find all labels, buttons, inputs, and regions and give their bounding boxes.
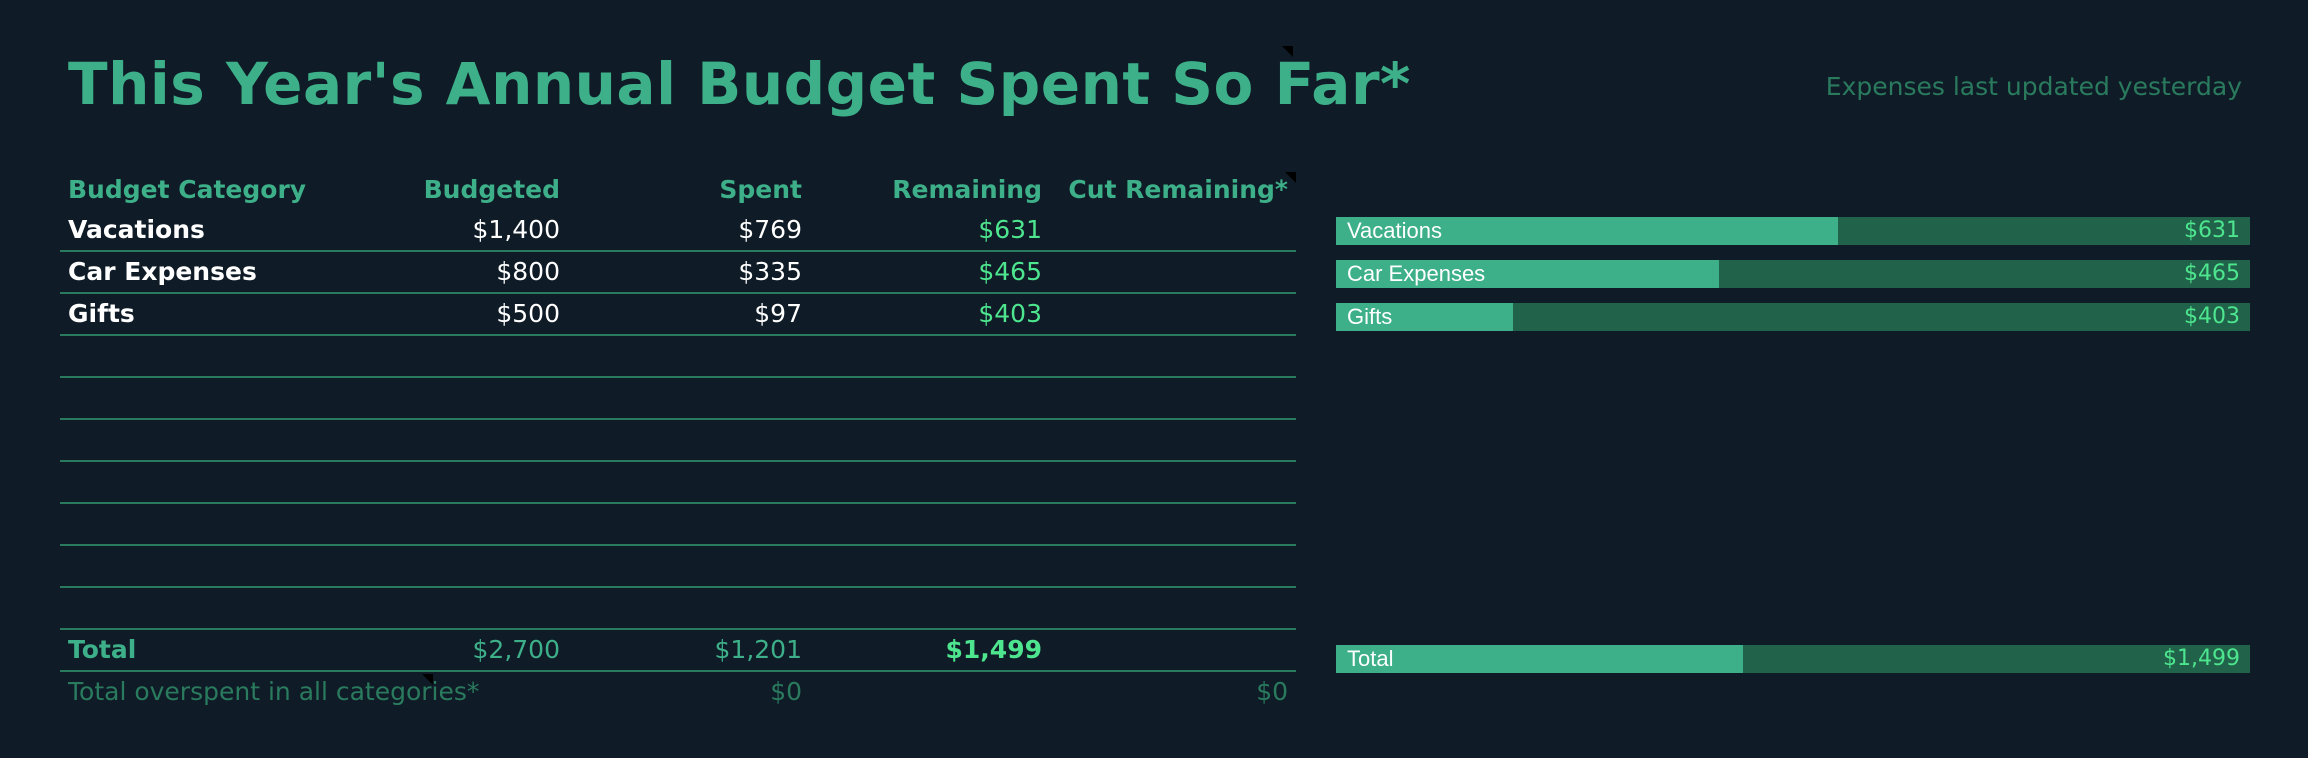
bar-label: Vacations bbox=[1347, 218, 1442, 243]
bar-value: $631 bbox=[2184, 218, 2240, 243]
header-spent[interactable]: Spent bbox=[719, 175, 802, 204]
bar-value: $1,499 bbox=[2163, 646, 2240, 671]
row-spent[interactable]: $769 bbox=[738, 215, 802, 244]
bar-label: Total bbox=[1347, 646, 1394, 671]
bar-label: Car Expenses bbox=[1347, 261, 1486, 286]
total-remaining: $1,499 bbox=[945, 635, 1042, 664]
bar-car-expenses: Car Expenses $465 bbox=[1336, 260, 2250, 288]
row-remaining[interactable]: $465 bbox=[978, 257, 1042, 286]
header-budget-category[interactable]: Budget Category bbox=[68, 175, 307, 204]
row-cut-remaining[interactable] bbox=[1042, 252, 1288, 292]
row-budgeted[interactable]: $500 bbox=[496, 299, 560, 328]
bar-fill bbox=[1336, 260, 1719, 288]
bar-gifts: Gifts $403 bbox=[1336, 303, 2250, 331]
row-budgeted[interactable]: $800 bbox=[496, 257, 560, 286]
last-updated-text: Expenses last updated yesterday bbox=[1825, 72, 2242, 101]
overspent-label: Total overspent in all categories* bbox=[68, 677, 480, 706]
bar-value: $465 bbox=[2184, 261, 2240, 286]
row-remaining[interactable]: $631 bbox=[978, 215, 1042, 244]
row-category[interactable]: Vacations bbox=[68, 215, 205, 244]
row-remaining[interactable]: $403 bbox=[978, 299, 1042, 328]
total-spent: $1,201 bbox=[714, 635, 802, 664]
table-row[interactable]: Car Expenses $800 $335 $465 bbox=[60, 252, 1296, 294]
bar-vacations: Vacations $631 bbox=[1336, 217, 2250, 245]
header-remaining[interactable]: Remaining bbox=[892, 175, 1042, 204]
note-marker bbox=[422, 674, 433, 685]
empty-row[interactable] bbox=[60, 420, 1296, 462]
table-header: Budget Category Budgeted Spent Remaining… bbox=[60, 170, 1296, 210]
bar-total: Total $1,499 bbox=[1336, 645, 2250, 673]
bar-value: $403 bbox=[2184, 304, 2240, 329]
empty-row[interactable] bbox=[60, 462, 1296, 504]
table-row[interactable]: Gifts $500 $97 $403 bbox=[60, 294, 1296, 336]
empty-row[interactable] bbox=[60, 546, 1296, 588]
page-title: This Year's Annual Budget Spent So Far* bbox=[68, 50, 1411, 118]
empty-row[interactable] bbox=[60, 378, 1296, 420]
table-row[interactable]: Vacations $1,400 $769 $631 bbox=[60, 210, 1296, 252]
bar-fill bbox=[1336, 303, 1514, 331]
total-row: Total $2,700 $1,201 $1,499 bbox=[60, 630, 1296, 672]
empty-row[interactable] bbox=[60, 588, 1296, 630]
header-cut-remaining[interactable]: Cut Remaining* bbox=[1068, 175, 1288, 204]
row-category[interactable]: Gifts bbox=[68, 299, 135, 328]
total-budgeted: $2,700 bbox=[472, 635, 560, 664]
note-marker bbox=[1285, 172, 1296, 183]
bar-label: Gifts bbox=[1347, 304, 1393, 329]
overspent-row: Total overspent in all categories* $0 $0 bbox=[60, 672, 1296, 714]
bar-fill bbox=[1336, 217, 1838, 245]
row-budgeted[interactable]: $1,400 bbox=[472, 215, 560, 244]
row-cut-remaining[interactable] bbox=[1042, 294, 1288, 334]
note-marker bbox=[1282, 46, 1293, 57]
overspent-spent: $0 bbox=[770, 677, 802, 706]
overspent-cut: $0 bbox=[1256, 677, 1288, 706]
bar-fill bbox=[1336, 645, 1743, 673]
row-cut-remaining[interactable] bbox=[1042, 210, 1288, 250]
empty-row[interactable] bbox=[60, 336, 1296, 378]
header-budgeted[interactable]: Budgeted bbox=[423, 175, 560, 204]
row-spent[interactable]: $97 bbox=[754, 299, 802, 328]
row-category[interactable]: Car Expenses bbox=[68, 257, 257, 286]
empty-row[interactable] bbox=[60, 504, 1296, 546]
budget-table: Budget Category Budgeted Spent Remaining… bbox=[60, 170, 1296, 714]
total-label: Total bbox=[68, 635, 137, 664]
row-spent[interactable]: $335 bbox=[738, 257, 802, 286]
